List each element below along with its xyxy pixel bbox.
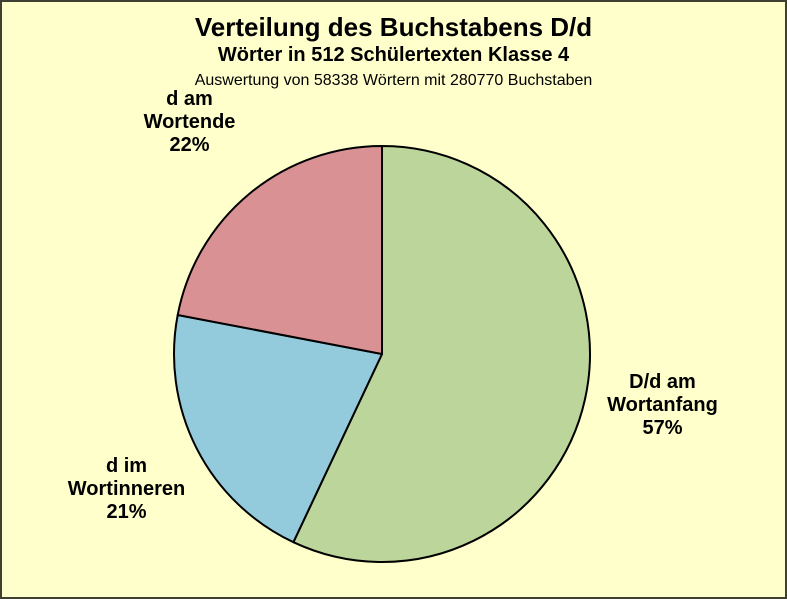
pie-slice-wortinneren [173,314,383,544]
slice-percent: 22% [169,134,210,156]
pie-slice-wortanfang [292,145,591,563]
slice-label-line: d am [166,88,213,110]
slice-label-line: Wortinneren [67,478,186,500]
slice-percent: 57% [642,417,683,439]
slice-label-wortende: d am Wortende 22% [87,88,292,157]
slice-label-line: Wortende [143,111,236,133]
chart-annotation: Auswertung von 58338 Wörtern mit 280770 … [194,72,593,89]
slice-label-line: Wortanfang [607,394,718,416]
slice-label-wortanfang: D/d am Wortanfang 57% [560,371,765,440]
slice-label-line: D/d am [629,371,696,393]
slice-percent: 21% [106,501,147,523]
slice-label-wortinneren: d im Wortinneren 21% [24,455,229,524]
chart-title: Verteilung des Buchstabens D/d [194,12,593,42]
chart-subtitle: Wörter in 512 Schülertexten Klasse 4 [217,44,570,66]
slice-label-line: d im [105,455,148,477]
pie-slice-wortende [176,145,383,355]
